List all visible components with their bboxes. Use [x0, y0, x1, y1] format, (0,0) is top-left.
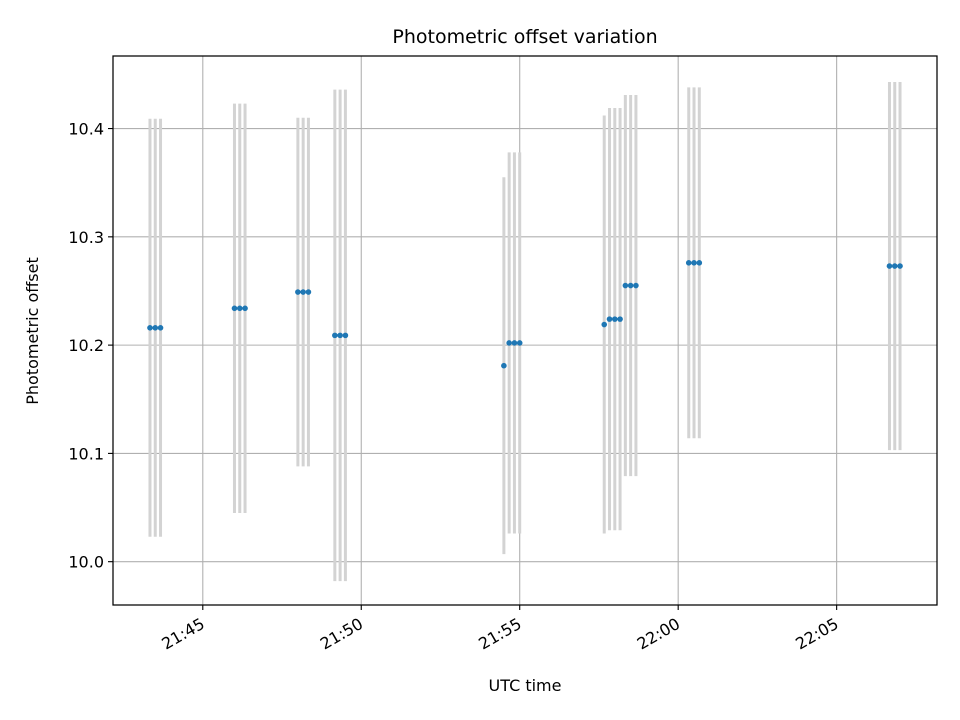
- data-point: [305, 289, 312, 295]
- data-point: [295, 289, 301, 295]
- y-axis-label: Photometric offset: [23, 257, 42, 405]
- data-point: [516, 340, 523, 346]
- grid: [113, 56, 937, 605]
- data-point: [633, 282, 639, 289]
- data-point: [231, 305, 238, 312]
- data-point: [691, 260, 697, 266]
- data-point: [147, 324, 153, 331]
- data-point: [611, 316, 618, 322]
- data-point: [627, 282, 634, 289]
- data-point: [511, 340, 518, 346]
- data-point: [617, 316, 623, 322]
- data-point: [601, 321, 608, 328]
- chart-title: Photometric offset variation: [392, 26, 657, 48]
- y-tick-label: 10.2: [68, 336, 104, 355]
- data-point: [685, 260, 692, 266]
- data-point: [696, 260, 703, 266]
- data-point: [606, 316, 613, 322]
- plot-frame: [112, 55, 938, 606]
- data-point: [886, 263, 893, 269]
- y-tick-label: 10.1: [68, 444, 104, 463]
- data-point: [501, 362, 507, 369]
- x-axis-label: UTC time: [489, 676, 562, 695]
- data-point: [242, 305, 248, 312]
- data-point: [622, 282, 629, 289]
- data-points: [147, 260, 903, 369]
- data-point: [236, 305, 243, 312]
- data-point: [891, 263, 898, 269]
- data-point: [506, 340, 512, 346]
- data-point: [342, 332, 349, 339]
- y-tick-label: 10.3: [68, 228, 104, 247]
- data-point: [332, 332, 338, 339]
- data-point: [897, 263, 903, 269]
- data-point: [337, 332, 343, 339]
- data-point: [300, 289, 306, 295]
- data-point: [152, 324, 159, 331]
- y-tick-label: 10.4: [68, 120, 104, 139]
- y-tick-label: 10.0: [68, 553, 104, 572]
- data-point: [157, 324, 164, 331]
